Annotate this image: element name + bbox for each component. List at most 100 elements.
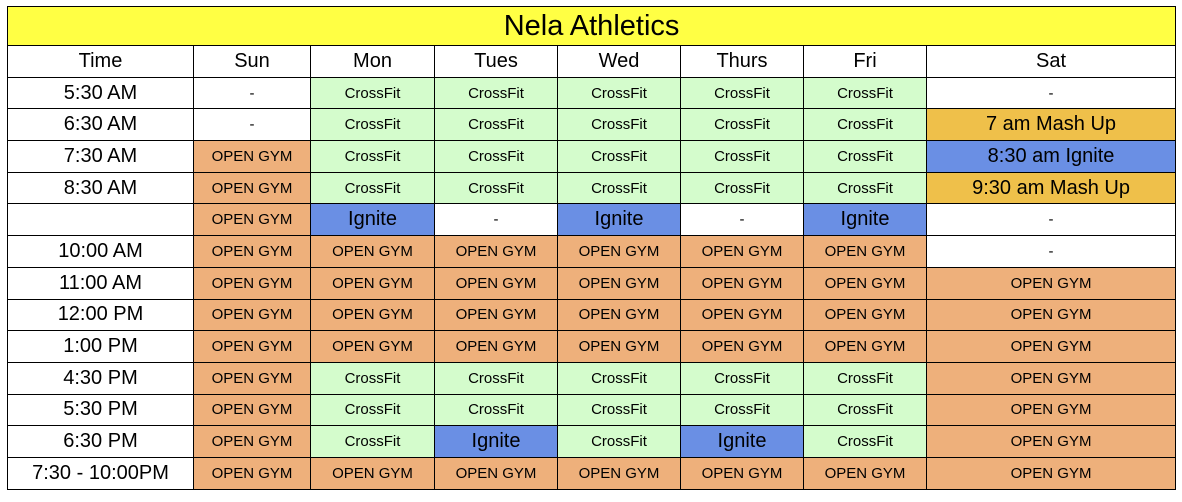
class-cell-thurs: CrossFit xyxy=(680,361,804,395)
column-header-mon: Mon xyxy=(310,45,435,78)
class-cell-tues: OPEN GYM xyxy=(434,298,558,332)
class-cell-mon: OPEN GYM xyxy=(310,266,435,300)
schedule-row: 1:00 PM OPEN GYM OPEN GYM OPEN GYM OPEN GYM O… xyxy=(7,330,1177,363)
class-cell-sat: OPEN GYM xyxy=(925,266,1177,300)
class-cell-thurs: OPEN GYM xyxy=(680,235,804,268)
time-slot-label: 1:00 PM xyxy=(7,330,194,363)
class-cell-mon: OPEN GYM xyxy=(310,456,435,490)
schedule-row: OPEN GYM Ignite - Ignite - Ignite - xyxy=(7,203,1177,237)
class-cell-mon: CrossFit xyxy=(310,76,435,110)
class-cell-wed: Ignite xyxy=(557,203,681,237)
time-slot-label: 11:00 AM xyxy=(7,266,194,300)
class-cell-thurs: CrossFit xyxy=(680,393,804,427)
class-cell-sat: OPEN GYM xyxy=(925,298,1177,332)
class-cell-fri: CrossFit xyxy=(803,76,927,110)
class-cell-thurs: CrossFit xyxy=(680,108,804,142)
class-cell-sun: - xyxy=(193,76,311,110)
time-slot-label: 7:30 AM xyxy=(7,140,194,173)
time-slot-label: 7:30 - 10:00PM xyxy=(7,456,194,490)
class-cell-fri: OPEN GYM xyxy=(803,266,927,300)
time-slot-label: 4:30 PM xyxy=(7,361,194,395)
class-cell-mon: CrossFit xyxy=(310,108,435,142)
class-cell-sat: OPEN GYM xyxy=(925,330,1177,363)
time-slot-label: 10:00 AM xyxy=(7,235,194,268)
schedule-row: 12:00 PM OPEN GYM OPEN GYM OPEN GYM OPEN GYM… xyxy=(7,298,1177,332)
class-cell-tues: OPEN GYM xyxy=(434,456,558,490)
schedule-row: 10:00 AM OPEN GYM OPEN GYM OPEN GYM OPEN GYM… xyxy=(7,235,1177,268)
class-cell-wed: CrossFit xyxy=(557,108,681,142)
class-cell-sat: OPEN GYM xyxy=(925,425,1177,458)
class-cell-sun: OPEN GYM xyxy=(193,203,311,237)
class-cell-thurs: OPEN GYM xyxy=(680,266,804,300)
class-cell-mon: OPEN GYM xyxy=(310,330,435,363)
column-header-sun: Sun xyxy=(193,45,311,78)
class-cell-sun: - xyxy=(193,108,311,142)
class-cell-tues: OPEN GYM xyxy=(434,330,558,363)
schedule-row: 7:30 - 10:00PM OPEN GYM OPEN GYM OPEN GYM OP… xyxy=(7,456,1177,490)
class-cell-wed: OPEN GYM xyxy=(557,330,681,363)
class-cell-fri: OPEN GYM xyxy=(803,235,927,268)
class-cell-fri: OPEN GYM xyxy=(803,330,927,363)
class-cell-tues: OPEN GYM xyxy=(434,235,558,268)
class-cell-thurs: Ignite xyxy=(680,425,804,458)
class-cell-thurs: OPEN GYM xyxy=(680,298,804,332)
time-slot-label: 5:30 AM xyxy=(7,76,194,110)
class-cell-fri: OPEN GYM xyxy=(803,456,927,490)
class-cell-tues: - xyxy=(434,203,558,237)
class-cell-sat: - xyxy=(925,203,1177,237)
schedule-table: Nela Athletics Time Sun Mon Tues Wed Thu… xyxy=(6,6,1177,490)
class-cell-mon: CrossFit xyxy=(310,140,435,173)
class-cell-fri: Ignite xyxy=(803,203,927,237)
class-cell-mon: CrossFit xyxy=(310,425,435,458)
class-cell-thurs: - xyxy=(680,203,804,237)
schedule-row: 7:30 AM OPEN GYM CrossFit CrossFit CrossFit C… xyxy=(7,140,1177,173)
class-cell-sat: 7 am Mash Up xyxy=(925,108,1177,142)
class-cell-tues: OPEN GYM xyxy=(434,266,558,300)
column-header-thurs: Thurs xyxy=(680,45,804,78)
class-cell-sun: OPEN GYM xyxy=(193,266,311,300)
class-cell-sat: - xyxy=(925,235,1177,268)
schedule-row: 5:30 PM OPEN GYM CrossFit CrossFit CrossFit C… xyxy=(7,393,1177,427)
class-cell-fri: CrossFit xyxy=(803,393,927,427)
class-cell-sun: OPEN GYM xyxy=(193,361,311,395)
class-cell-thurs: OPEN GYM xyxy=(680,330,804,363)
class-cell-mon: Ignite xyxy=(310,203,435,237)
class-cell-sun: OPEN GYM xyxy=(193,425,311,458)
class-cell-tues: CrossFit xyxy=(434,171,558,205)
class-cell-sun: OPEN GYM xyxy=(193,330,311,363)
class-cell-mon: CrossFit xyxy=(310,171,435,205)
class-cell-thurs: OPEN GYM xyxy=(680,456,804,490)
schedule-row: 6:30 AM - CrossFit CrossFit CrossFit CrossFit… xyxy=(7,108,1177,142)
class-cell-fri: CrossFit xyxy=(803,361,927,395)
class-cell-sun: OPEN GYM xyxy=(193,456,311,490)
class-cell-sun: OPEN GYM xyxy=(193,393,311,427)
class-cell-wed: OPEN GYM xyxy=(557,235,681,268)
class-cell-tues: CrossFit xyxy=(434,76,558,110)
class-cell-sun: OPEN GYM xyxy=(193,171,311,205)
class-cell-wed: CrossFit xyxy=(557,361,681,395)
class-cell-sat: OPEN GYM xyxy=(925,361,1177,395)
time-slot-label: 6:30 PM xyxy=(7,425,194,458)
class-cell-sat: 9:30 am Mash Up xyxy=(925,171,1177,205)
class-cell-mon: OPEN GYM xyxy=(310,298,435,332)
column-header-wed: Wed xyxy=(557,45,681,78)
class-cell-wed: CrossFit xyxy=(557,393,681,427)
class-cell-tues: CrossFit xyxy=(434,140,558,173)
class-cell-fri: CrossFit xyxy=(803,171,927,205)
class-cell-tues: Ignite xyxy=(434,425,558,458)
column-header-sat: Sat xyxy=(925,45,1177,78)
class-cell-sun: OPEN GYM xyxy=(193,298,311,332)
schedule-row: 4:30 PM OPEN GYM CrossFit CrossFit CrossFit C… xyxy=(7,361,1177,395)
class-cell-sat: 8:30 am Ignite xyxy=(925,140,1177,173)
class-cell-wed: OPEN GYM xyxy=(557,266,681,300)
class-cell-mon: CrossFit xyxy=(310,361,435,395)
class-cell-sat: OPEN GYM xyxy=(925,456,1177,490)
time-slot-label: 12:00 PM xyxy=(7,298,194,332)
time-slot-label: 5:30 PM xyxy=(7,393,194,427)
time-slot-label: 6:30 AM xyxy=(7,108,194,142)
class-cell-wed: OPEN GYM xyxy=(557,298,681,332)
class-cell-wed: CrossFit xyxy=(557,140,681,173)
title-row: Nela Athletics xyxy=(6,6,1177,46)
class-cell-mon: CrossFit xyxy=(310,393,435,427)
class-cell-tues: CrossFit xyxy=(434,361,558,395)
